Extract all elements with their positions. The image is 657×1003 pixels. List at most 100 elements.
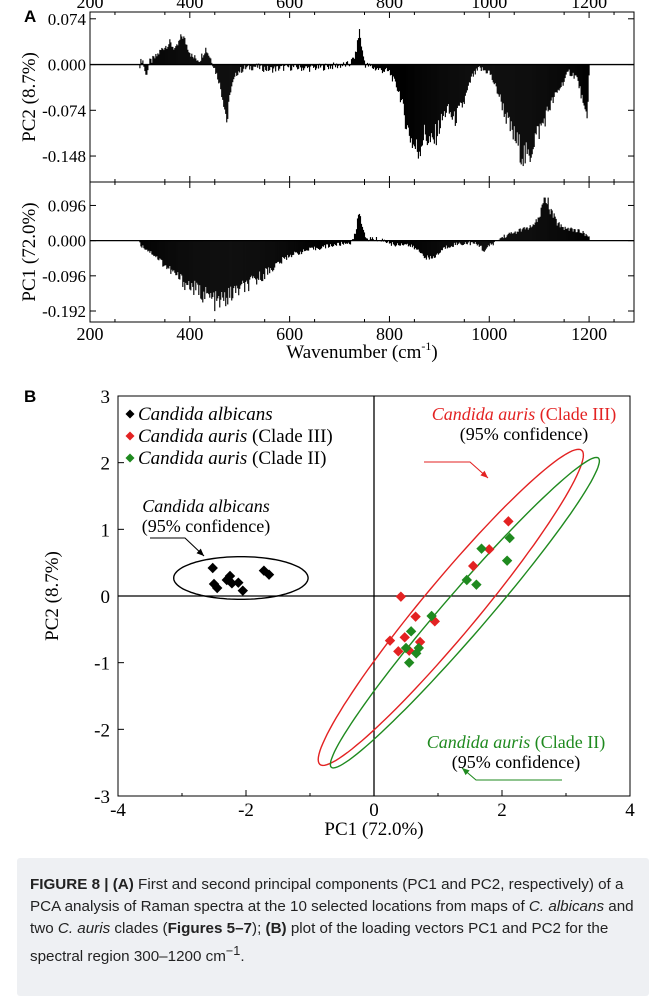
pc2-bar (283, 64, 285, 71)
pc2-bar (399, 64, 402, 103)
pc1-bar (395, 240, 398, 246)
pc1-bar (351, 239, 354, 241)
pc2-bar (505, 64, 507, 124)
pc2-bar (436, 64, 438, 137)
pc1-bar (180, 240, 182, 274)
pc2-bar (410, 64, 412, 139)
pc1-bar (296, 240, 298, 253)
scatter-point-albicans (207, 562, 218, 574)
pc1-bar (435, 240, 437, 255)
pc1-bar (462, 240, 464, 245)
pc1-bar (372, 239, 375, 241)
pc1-bar (428, 240, 430, 260)
pc2-bar (234, 64, 236, 77)
pc1-bar (319, 240, 321, 250)
pc1-bar (417, 240, 419, 250)
pc1-bar (193, 240, 195, 295)
pc1-bar (570, 227, 572, 241)
pc1-bar (221, 240, 223, 292)
pc2-bar (462, 64, 464, 103)
pc1-bar (300, 240, 302, 252)
pc1-bar (554, 216, 556, 241)
pc1-bar (513, 232, 515, 241)
pc1-bar (265, 240, 267, 269)
pc2-bar (499, 64, 501, 95)
pc1-bar (272, 240, 274, 272)
pc2-bar (193, 58, 195, 65)
pc2-bar (275, 64, 277, 72)
panel-label-a: A (24, 7, 36, 26)
pc1-bar (313, 240, 315, 250)
pc2-bar (454, 64, 456, 126)
pc1-bar (256, 240, 258, 285)
pc2-bar (206, 52, 208, 65)
caption-background (17, 858, 649, 996)
pc1-bar (323, 240, 326, 246)
pc1-bar (403, 240, 405, 245)
pc2-bar (247, 64, 249, 67)
pc1-bar (406, 240, 408, 244)
pc2-bar (156, 56, 158, 65)
pc2-bar (198, 61, 200, 65)
pc2-bar (545, 64, 547, 111)
pc2-bar (144, 64, 146, 72)
pc1-bar (160, 240, 162, 260)
legend-species-italic: Candida albicans (138, 404, 273, 425)
pc1-bar (512, 233, 514, 241)
pc1-bar (228, 240, 230, 288)
pc2-bar (573, 64, 575, 79)
pc1-bar (465, 240, 467, 244)
pc2-bar (587, 64, 589, 102)
pc2-bar (217, 64, 219, 80)
pc1-bar (392, 240, 395, 245)
pc2-bar (458, 64, 460, 106)
scatter-point-clade-iii (503, 516, 514, 527)
pc2-bar (517, 64, 519, 146)
pc1-bar (491, 240, 493, 244)
legend-marker (125, 431, 135, 441)
pc1-bar (179, 240, 181, 280)
pc1-bar (205, 240, 207, 287)
annotation-arrowhead (196, 548, 204, 556)
pc1-bar (271, 240, 273, 271)
figure-8: A B 200 400 600 800 1000 12000.0740.000-0.074… (19, 0, 635, 840)
pc1-bar (532, 224, 534, 241)
pc1-bar (306, 240, 308, 251)
pc1-bar (490, 240, 492, 245)
pc2-bar (412, 64, 414, 145)
pc2-bar (400, 64, 403, 101)
pc2-bar (274, 64, 276, 67)
annotation-species-italic: Candida auris (427, 732, 531, 752)
pc2-bar (529, 64, 531, 162)
pc2-bar (259, 64, 261, 70)
pc2-bar (381, 64, 384, 74)
pc1-bar (474, 240, 476, 243)
pc2-bar (575, 64, 577, 76)
pc2-bar (269, 64, 271, 70)
pc1-bar (275, 240, 277, 264)
pc2-bar (182, 38, 184, 65)
pc1-bar (436, 240, 438, 254)
pc2-bar (495, 64, 497, 87)
pc2-bar (475, 64, 477, 69)
ellipse-annotation-confidence: (95% confidence) (460, 424, 588, 445)
pc2-bar (172, 46, 174, 65)
pc2-bar (569, 64, 571, 76)
pc1-bar (314, 240, 316, 247)
pc1-bar (534, 222, 536, 241)
pc2-bar (301, 64, 303, 71)
pc1-bar (469, 240, 471, 246)
pc1-bar (257, 240, 259, 279)
pc1-bar (451, 240, 453, 247)
pc2-bar (435, 64, 437, 146)
pc2-bar (197, 60, 199, 65)
pc2-bar (345, 61, 348, 65)
pc2-bar (142, 60, 144, 65)
pc2-bar (201, 53, 203, 65)
pc2-bar (371, 64, 374, 69)
pc1-bar (416, 240, 418, 250)
pc2-bar (159, 49, 161, 65)
pc1-bar (327, 240, 330, 248)
scatter-point-albicans (237, 585, 248, 596)
pc1-bar (186, 240, 188, 285)
